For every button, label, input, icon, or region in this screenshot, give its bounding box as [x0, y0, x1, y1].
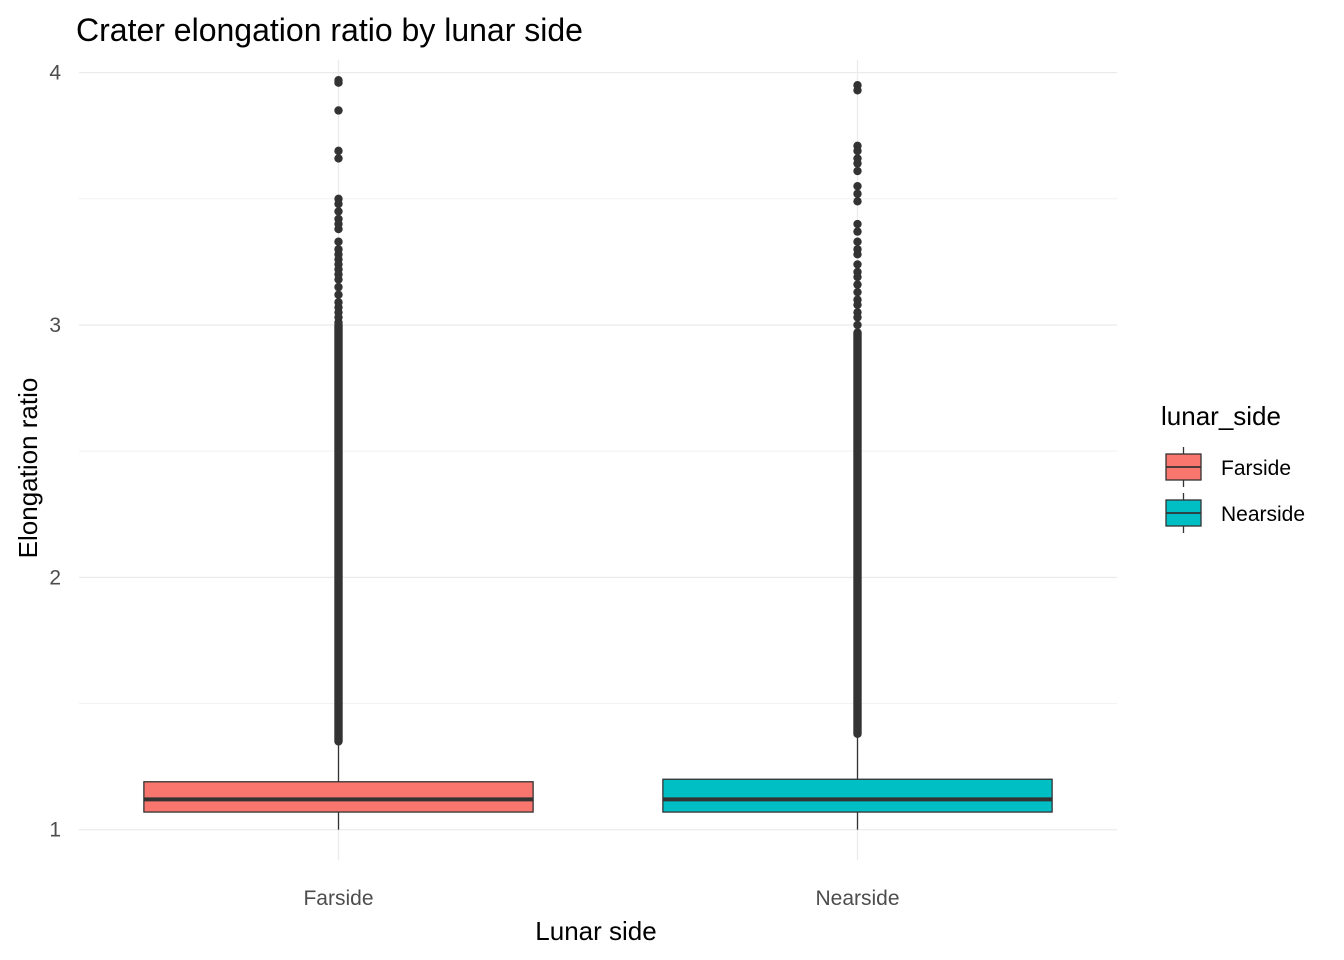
outlier-point — [853, 181, 862, 191]
legend-item-farside: Farside — [1165, 447, 1291, 487]
outlier-point — [853, 250, 862, 259]
outlier-point — [853, 86, 862, 95]
outlier-point — [334, 318, 343, 327]
boxes — [143, 75, 1053, 830]
y-axis-ticks: 1 2 3 4 — [49, 62, 61, 842]
outlier-point — [334, 146, 343, 156]
outlier-point — [334, 154, 343, 163]
outlier-point — [334, 106, 343, 115]
outlier-point — [334, 78, 343, 87]
x-axis-ticks: Farside Nearside — [303, 887, 899, 910]
outlier-point — [853, 146, 862, 156]
outlier-point — [853, 219, 862, 229]
legend-item-nearside: Nearside — [1165, 493, 1305, 533]
legend: lunar_side Farside Nearside — [1161, 401, 1305, 533]
outlier-point — [853, 260, 862, 269]
outlier-point — [853, 280, 862, 289]
legend-label: Farside — [1221, 457, 1291, 480]
outlier-point — [853, 272, 862, 282]
outlier-point — [853, 287, 862, 297]
outlier-point — [334, 275, 343, 284]
y-tick-label: 3 — [49, 314, 61, 337]
box-iqr — [662, 778, 1053, 813]
outlier-point — [853, 159, 862, 168]
outlier-point — [853, 197, 862, 206]
outlier-point — [853, 237, 862, 246]
chart-title: Crater elongation ratio by lunar side — [76, 12, 583, 48]
legend-label: Nearside — [1221, 503, 1305, 526]
y-axis-title: Elongation ratio — [13, 378, 43, 559]
outlier-point — [334, 290, 343, 299]
box-nearside — [662, 81, 1053, 830]
outlier-point — [853, 320, 862, 330]
outlier-point — [334, 282, 343, 292]
outlier-point — [853, 313, 862, 322]
x-axis-title: Lunar side — [535, 916, 656, 946]
box-iqr — [143, 781, 534, 813]
outlier-point — [334, 224, 343, 234]
y-tick-label: 2 — [49, 566, 61, 589]
outlier-point — [334, 237, 343, 246]
outlier-point — [334, 207, 343, 216]
y-tick-label: 1 — [49, 819, 61, 842]
y-tick-label: 4 — [49, 62, 61, 85]
legend-title: lunar_side — [1161, 401, 1281, 431]
x-tick-label: Nearside — [815, 887, 899, 910]
outlier-point — [334, 199, 343, 209]
outlier-point — [853, 227, 862, 236]
grid — [79, 60, 1117, 860]
outlier-point — [853, 300, 862, 309]
x-tick-label: Farside — [303, 887, 373, 910]
outlier-point — [853, 189, 862, 198]
outlier-point — [853, 166, 862, 176]
box-farside — [143, 75, 534, 830]
